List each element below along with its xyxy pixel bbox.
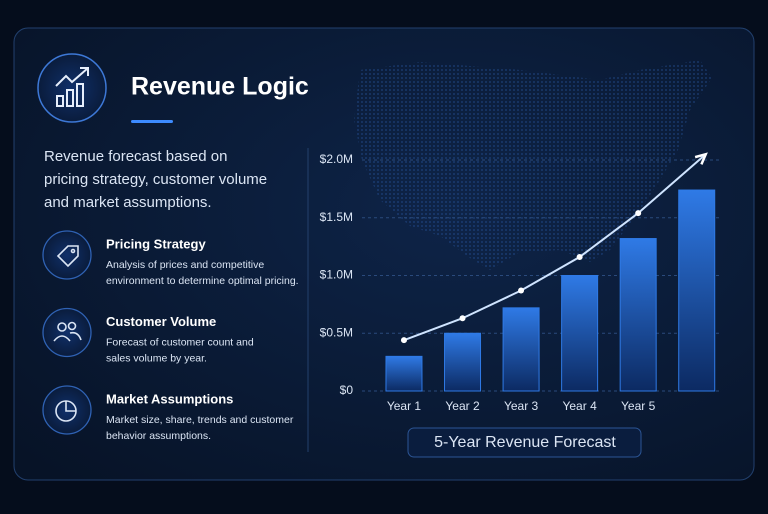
trend-arrow bbox=[694, 152, 708, 165]
bar bbox=[444, 332, 482, 392]
y-tick-label: $2.0M bbox=[320, 152, 353, 166]
feature-icon bbox=[42, 230, 92, 280]
accent bbox=[131, 120, 173, 123]
title: Revenue Logic bbox=[131, 73, 309, 101]
description: pricing strategy, customer volume bbox=[44, 171, 267, 188]
x-tick-label: Year 2 bbox=[445, 399, 480, 413]
y-tick-label: $1.5M bbox=[320, 210, 353, 224]
feature-text: Market size, share, trends and customer bbox=[106, 414, 294, 426]
trend-line bbox=[403, 153, 707, 342]
description: and market assumptions. bbox=[44, 194, 212, 211]
x-tick-label: Year 5 bbox=[621, 399, 656, 413]
feature-text: environment to determine optimal pricing… bbox=[106, 275, 299, 287]
trend-dot bbox=[635, 210, 642, 217]
chart-title: 5-Year Revenue Forecast bbox=[434, 434, 616, 451]
logo-icon bbox=[37, 53, 107, 123]
logo-glyph bbox=[55, 67, 89, 107]
x-tick-label: Year 3 bbox=[504, 399, 539, 413]
feature-text: behavior assumptions. bbox=[106, 430, 211, 442]
bar bbox=[619, 238, 657, 392]
trend-dot bbox=[518, 287, 525, 294]
feature-icon bbox=[42, 385, 92, 435]
y-tick-label: $1.0M bbox=[320, 268, 353, 282]
chart: $0 $0.5M $1.0M $1.5M $2.0M Year 1 Year 2 Year 3… bbox=[320, 152, 720, 413]
bar bbox=[561, 275, 599, 392]
feature-text: Analysis of prices and competitive bbox=[106, 259, 264, 271]
x-tick-label: Year 1 bbox=[387, 399, 422, 413]
bar bbox=[502, 307, 540, 392]
feature-title: Market Assumptions bbox=[106, 391, 233, 406]
features: Pricing Strategy Analysis of prices and c… bbox=[42, 230, 299, 442]
feature-text: Forecast of customer count and bbox=[106, 336, 254, 348]
feature-glyphs bbox=[53, 245, 82, 422]
bar bbox=[678, 189, 716, 392]
trend-dot bbox=[576, 254, 583, 261]
trend-dot bbox=[400, 337, 407, 344]
caption-box bbox=[407, 427, 642, 458]
bar bbox=[385, 355, 423, 392]
y-tick-label: $0 bbox=[340, 383, 354, 397]
x-tick-label: Year 4 bbox=[562, 399, 597, 413]
y-tick-label: $0.5M bbox=[320, 325, 353, 339]
feature-title: Customer Volume bbox=[106, 314, 216, 329]
feature-icon bbox=[42, 307, 92, 358]
feature-title: Pricing Strategy bbox=[106, 236, 206, 251]
trend-dot bbox=[459, 315, 466, 322]
description: Revenue forecast based on bbox=[44, 148, 227, 165]
feature-text: sales volume by year. bbox=[106, 352, 207, 364]
